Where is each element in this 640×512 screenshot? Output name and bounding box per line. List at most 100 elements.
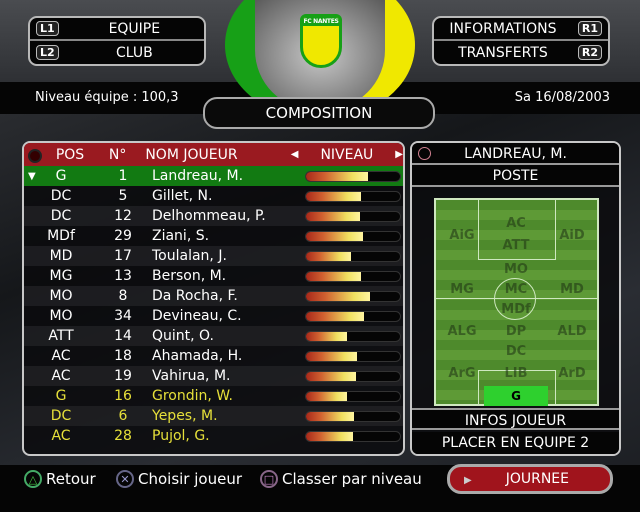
- player-number: 18: [114, 348, 132, 364]
- player-name: Devineau, C.: [152, 308, 242, 324]
- sort-hint[interactable]: □ Classer par niveau: [260, 470, 422, 488]
- player-name: Delhommeau, P.: [152, 208, 266, 224]
- zone-md[interactable]: MD: [560, 282, 584, 297]
- level-bar-fill: [306, 171, 369, 181]
- zone-alg[interactable]: ALG: [447, 324, 477, 339]
- level-bar: [305, 250, 401, 262]
- zone-att[interactable]: ATT: [502, 238, 530, 253]
- player-pos: G: [55, 388, 67, 404]
- back-hint[interactable]: △ Retour: [24, 470, 96, 488]
- nav-club[interactable]: L2 CLUB: [30, 41, 204, 64]
- player-number: 34: [114, 308, 132, 324]
- zone-g-selected[interactable]: G: [484, 386, 548, 406]
- position-pitch[interactable]: AC AiG AiD ATT MO MG MC MD MDf ALG DP AL…: [434, 198, 599, 406]
- level-bar: [305, 370, 401, 382]
- col-num[interactable]: N°: [108, 146, 127, 163]
- zone-mc[interactable]: MC: [504, 282, 528, 297]
- zone-ald[interactable]: ALD: [557, 324, 587, 339]
- cross-button-icon: ✕: [116, 470, 134, 488]
- col-pos[interactable]: POS: [24, 147, 94, 163]
- triangle-button-icon: △: [24, 470, 42, 488]
- table-row[interactable]: MO 8 Da Rocha, F.: [24, 286, 403, 306]
- table-row[interactable]: G 16 Grondin, W.: [24, 386, 403, 406]
- zone-ard[interactable]: ArD: [558, 366, 586, 381]
- player-number: 12: [114, 208, 132, 224]
- table-row[interactable]: MD 17 Toulalan, J.: [24, 246, 403, 266]
- level-bar-fill: [306, 291, 370, 301]
- nav-label: TRANSFERTS: [458, 44, 548, 61]
- left-nav: L1 EQUIPE L2 CLUB: [28, 16, 206, 66]
- choose-player-hint[interactable]: ✕ Choisir joueur: [116, 470, 242, 488]
- level-bar-fill: [306, 191, 362, 201]
- table-row[interactable]: MG 13 Berson, M.: [24, 266, 403, 286]
- table-row[interactable]: DC 5 Gillet, N.: [24, 186, 403, 206]
- player-name: Pujol, G.: [152, 428, 210, 444]
- level-next-arrow-icon[interactable]: ▶: [395, 149, 403, 160]
- table-header: POS N° NOM JOUEUR ◀ NIVEAU ▶: [24, 143, 403, 166]
- nav-informations[interactable]: INFORMATIONS R1: [434, 18, 608, 41]
- zone-mdf[interactable]: MDf: [501, 302, 531, 317]
- table-row[interactable]: MO 34 Devineau, C.: [24, 306, 403, 326]
- pitch-box-top: [478, 200, 556, 260]
- level-bar-fill: [306, 211, 360, 221]
- table-row[interactable]: AC 18 Ahamada, H.: [24, 346, 403, 366]
- player-name: Vahirua, M.: [152, 368, 231, 384]
- player-number: 5: [118, 188, 128, 204]
- zone-lib[interactable]: LIB: [504, 366, 528, 381]
- player-name: Grondin, W.: [152, 388, 233, 404]
- table-row[interactable]: ATT 14 Quint, O.: [24, 326, 403, 346]
- table-row[interactable]: MDf 29 Ziani, S.: [24, 226, 403, 246]
- level-bar-fill: [306, 351, 357, 361]
- level-bar-fill: [306, 411, 354, 421]
- table-row[interactable]: DC 6 Yepes, M.: [24, 406, 403, 426]
- selection-arrow-icon: ▼: [28, 171, 36, 182]
- table-row[interactable]: ▼ G 1 Landreau, M.: [24, 166, 403, 186]
- zone-dc[interactable]: DC: [505, 344, 527, 359]
- r1-key: R1: [577, 21, 602, 36]
- level-bar-fill: [306, 391, 348, 401]
- level-bar: [305, 290, 401, 302]
- game-date: Sa 16/08/2003: [514, 90, 610, 105]
- col-name[interactable]: NOM JOUEUR: [145, 146, 238, 163]
- squad-list-panel: POS N° NOM JOUEUR ◀ NIVEAU ▶ ▼ G 1 Landre…: [22, 141, 405, 456]
- table-row[interactable]: AC 19 Vahirua, M.: [24, 366, 403, 386]
- zone-dp[interactable]: DP: [505, 324, 527, 339]
- nav-transferts[interactable]: TRANSFERTS R2: [434, 41, 608, 64]
- zone-aid[interactable]: AiD: [559, 228, 585, 243]
- table-row[interactable]: AC 28 Pujol, G.: [24, 426, 403, 446]
- player-number: 6: [118, 408, 128, 424]
- choose-label: Choisir joueur: [138, 470, 242, 488]
- player-number: 1: [118, 168, 128, 184]
- page-title: COMPOSITION: [203, 97, 435, 129]
- zone-ac[interactable]: AC: [506, 216, 526, 231]
- square-button-icon: □: [260, 470, 278, 488]
- table-row[interactable]: DC 12 Delhommeau, P.: [24, 206, 403, 226]
- zone-mg[interactable]: MG: [450, 282, 474, 297]
- level-bar: [305, 390, 401, 402]
- zone-arg[interactable]: ArG: [448, 366, 476, 381]
- nav-equipe[interactable]: L1 EQUIPE: [30, 18, 204, 41]
- nav-label: CLUB: [115, 44, 153, 61]
- level-bar-fill: [306, 251, 352, 261]
- back-label: Retour: [46, 470, 96, 488]
- player-pos: AC: [51, 348, 71, 364]
- player-pos: DC: [50, 188, 72, 204]
- sort-label: Classer par niveau: [282, 470, 422, 488]
- infos-joueur-button[interactable]: INFOS JOUEUR: [412, 408, 619, 430]
- journee-button[interactable]: ▶ JOURNEE: [447, 464, 613, 494]
- level-bar-fill: [306, 371, 356, 381]
- circle-button-icon: [418, 147, 431, 160]
- level-bar-fill: [306, 271, 362, 281]
- col-level[interactable]: NIVEAU: [320, 146, 374, 163]
- circle-button-icon: [28, 148, 42, 163]
- placer-equipe-2-button[interactable]: PLACER EN EQUIPE 2: [412, 432, 619, 454]
- r2-key: R2: [577, 45, 602, 60]
- player-pos: ATT: [48, 328, 74, 344]
- level-prev-arrow-icon[interactable]: ◀: [290, 149, 299, 160]
- level-bar: [305, 170, 401, 182]
- level-bar-fill: [306, 331, 348, 341]
- player-pos: DC: [50, 208, 72, 224]
- zone-mo[interactable]: MO: [504, 262, 528, 277]
- player-number: 17: [114, 248, 132, 264]
- zone-aig[interactable]: AiG: [449, 228, 475, 243]
